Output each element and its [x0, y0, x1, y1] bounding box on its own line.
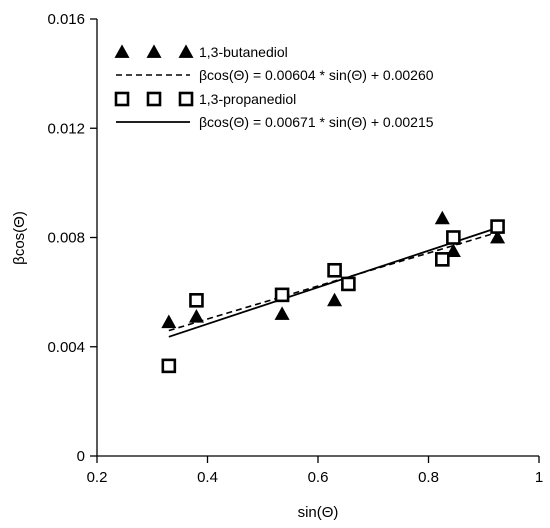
data-point-butanediol: [188, 309, 204, 323]
legend-marker-propanediol: [178, 91, 194, 107]
data-point-propanediol: [161, 358, 177, 374]
data-point-propanediol: [490, 219, 505, 234]
data-points: [161, 210, 506, 374]
y-tick-label: 0: [77, 448, 85, 465]
x-tick-label: 0.4: [197, 469, 218, 486]
legend-marker-propanediol: [146, 91, 162, 107]
y-tick-label: 0.004: [47, 339, 85, 356]
data-point-propanediol: [189, 293, 204, 308]
data-point-butanediol: [161, 314, 177, 329]
data-point-propanediol: [274, 287, 290, 303]
data-point-butanediol: [274, 306, 290, 320]
y-ticks: 0 0.004 0.008 0.012 0.016: [47, 11, 97, 465]
data-point-propanediol: [435, 252, 450, 267]
x-axis-title: sin(Θ): [298, 504, 339, 521]
y-tick-label: 0.016: [47, 11, 85, 28]
plot-frame: [96, 19, 539, 457]
data-point-butanediol: [434, 210, 450, 225]
legend-label-fit-butanediol: βcos(Θ) = 0.00604 * sin(Θ) + 0.00260: [199, 67, 434, 83]
legend-label-fit-propanediol: βcos(Θ) = 0.00671 * sin(Θ) + 0.00215: [199, 114, 434, 130]
x-tick-label: 1: [535, 469, 543, 486]
data-point-butanediol: [327, 292, 343, 307]
legend-marker-butanediol: [178, 44, 194, 58]
x-tick-label: 0.2: [87, 469, 108, 486]
x-ticks: 0.2 0.4 0.6 0.8 1: [87, 456, 543, 486]
legend-marker-propanediol: [114, 91, 130, 107]
legend-marker-butanediol: [114, 44, 130, 58]
fit-line-propanediol: [168, 226, 498, 338]
data-point-butanediol: [445, 243, 461, 258]
legend: 1,3-butanediol βcos(Θ) = 0.00604 * sin(Θ)…: [114, 44, 434, 130]
data-point-propanediol: [327, 262, 342, 278]
fit-lines: [168, 226, 498, 338]
x-tick-label: 0.6: [308, 469, 329, 486]
data-point-propanediol: [446, 230, 461, 245]
x-tick-label: 0.8: [418, 469, 439, 486]
data-point-butanediol: [490, 229, 506, 244]
legend-label-butanediol: 1,3-butanediol: [199, 44, 288, 60]
data-point-propanediol: [341, 276, 356, 292]
legend-label-propanediol: 1,3-propanediol: [199, 91, 296, 107]
y-tick-label: 0.008: [47, 230, 85, 247]
y-tick-label: 0.012: [47, 120, 85, 137]
legend-marker-butanediol: [146, 44, 162, 58]
y-axis-title: βcos(Θ): [11, 211, 28, 265]
